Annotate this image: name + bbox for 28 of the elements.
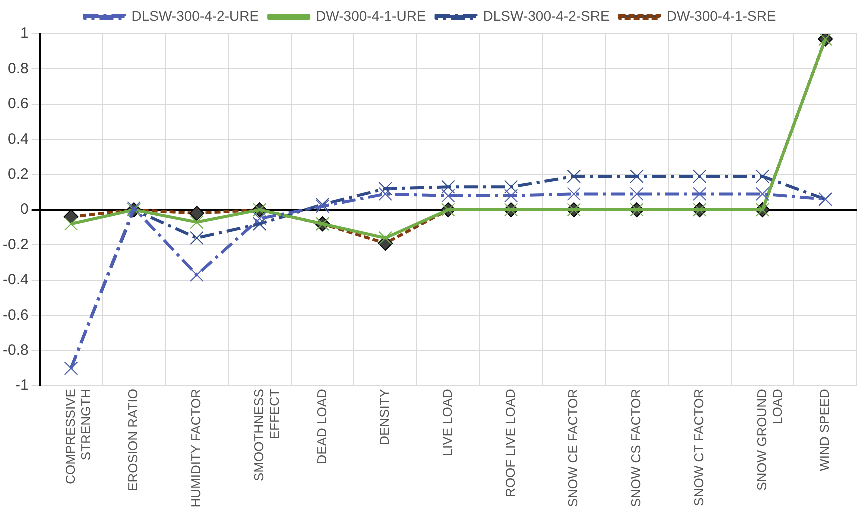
x-tick-label: DEAD LOAD bbox=[314, 389, 330, 464]
x-tick-label: SMOOTHNESS EFFECT bbox=[251, 388, 282, 482]
x-tick-label: ROOF LIVE LOAD bbox=[502, 389, 518, 498]
x-tick-label: SNOW GROUND LOAD bbox=[754, 389, 785, 491]
y-tick-label: -0.4 bbox=[2, 272, 29, 289]
legend-label: DW-300-4-1-URE bbox=[316, 8, 426, 24]
y-tick-label: 0.4 bbox=[8, 130, 29, 148]
y-tick-label: -0.8 bbox=[2, 342, 29, 360]
x-tick-label: EROSION RATIO bbox=[126, 389, 141, 492]
y-tick-label: 1 bbox=[20, 25, 29, 42]
y-tick-label: 0 bbox=[20, 201, 29, 218]
y-tick-label: 0.6 bbox=[8, 96, 29, 113]
y-tick-label: -0.2 bbox=[2, 236, 29, 254]
y-tick-label: -1 bbox=[16, 377, 29, 394]
x-tick-label: SNOW CT FACTOR bbox=[691, 389, 706, 506]
legend-label: DLSW-300-4-2-URE bbox=[132, 8, 260, 24]
y-tick-label: 0.2 bbox=[8, 166, 29, 183]
x-tick-label: COMPRESSIVE STRENGTH bbox=[62, 388, 94, 484]
legend-label: DW-300-4-1-SRE bbox=[666, 8, 776, 24]
x-tick-label: HUMIDITY FACTOR bbox=[188, 389, 204, 508]
x-tick-label: LIVE LOAD bbox=[440, 389, 455, 456]
x-tick-label: DENSITY bbox=[377, 388, 392, 446]
x-tick-label: WIND SPEED bbox=[817, 389, 832, 472]
y-tick-label: -0.6 bbox=[2, 306, 29, 324]
x-tick-label: SNOW CE FACTOR bbox=[566, 389, 581, 508]
y-tick-label: 0.8 bbox=[8, 60, 29, 78]
x-tick-label: SNOW CS FACTOR bbox=[628, 389, 644, 508]
legend-label: DLSW-300-4-2-SRE bbox=[483, 8, 610, 24]
